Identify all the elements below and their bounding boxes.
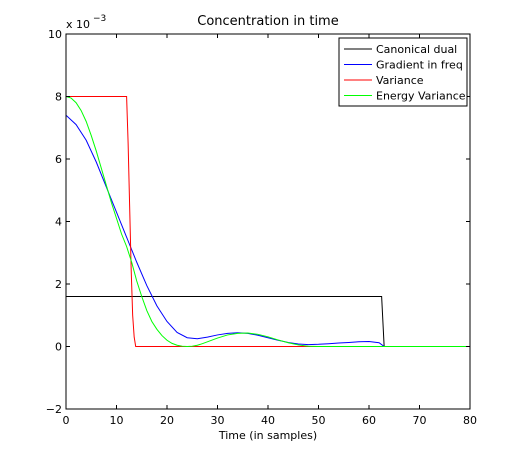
chart-title: Concentration in time [197,14,338,29]
x-tick-label: 70 [413,414,427,427]
y-tick-label: 10 [48,28,62,41]
series-line-3 [66,96,470,347]
x-tick-label: 30 [211,414,225,427]
legend-label-3: Variance [376,74,424,87]
legend-label-2: Gradient in freq [376,59,463,72]
y-tick-label: 0 [55,341,62,354]
y-tick-label: 8 [55,91,62,104]
legend-label-4: Energy Variance [376,90,466,103]
series-line-4 [66,96,470,348]
x-tick-label: 80 [463,414,477,427]
legend: Canonical dual Gradient in freq Variance En… [338,37,468,107]
y-tick-label: 2 [55,278,62,291]
y-exponent-power: −3 [93,14,106,24]
y-tick-label: 6 [55,153,62,166]
x-tick-label: 40 [261,414,275,427]
x-axis-label: Time (in samples) [218,429,317,442]
x-tick-label: 0 [63,414,70,427]
y-tick-label: 4 [55,216,62,229]
x-tick-label: 60 [362,414,376,427]
x-tick-label: 50 [312,414,326,427]
series-line-2 [66,114,470,347]
y-exponent-base: x 10 [66,18,90,31]
y-tick-label: −2 [46,403,62,416]
y-axis-exponent: x 10 −3 [66,14,106,31]
x-tick-label: 20 [160,414,174,427]
legend-label-1: Canonical dual [376,43,457,56]
x-tick-label: 10 [110,414,124,427]
